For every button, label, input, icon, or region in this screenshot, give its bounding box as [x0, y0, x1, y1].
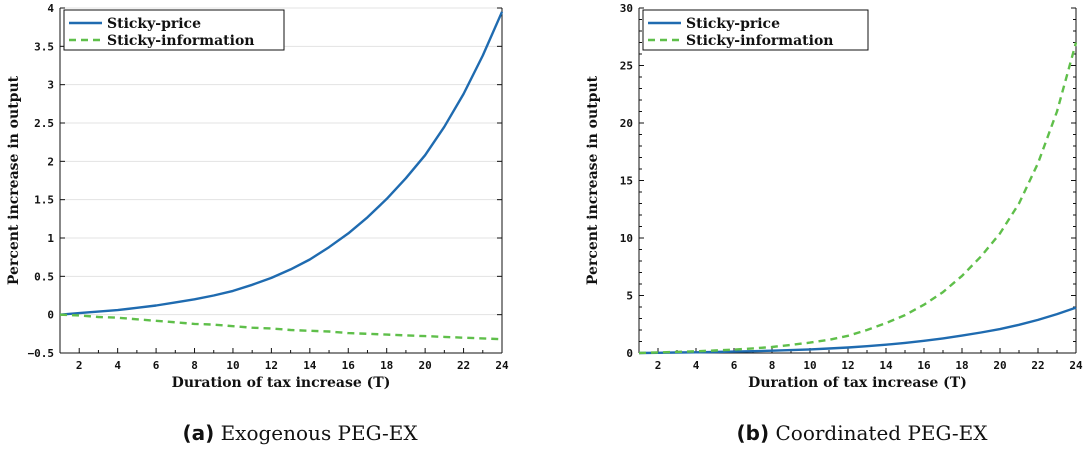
- y-tick-label: 1: [47, 232, 54, 245]
- x-axis-title: Duration of tax increase (T): [748, 375, 967, 391]
- y-axis-title: Percent increase in output: [585, 75, 601, 285]
- x-tick-label: 12: [265, 359, 278, 372]
- legend-box: [642, 9, 869, 51]
- y-tick-label: 2: [47, 155, 54, 168]
- x-tick-label: 8: [769, 359, 776, 372]
- x-tick-label: 14: [303, 359, 317, 372]
- x-tick-label: 24: [1069, 359, 1083, 372]
- x-tick-label: 16: [917, 359, 931, 372]
- x-tick-label: 6: [731, 359, 738, 372]
- y-tick-label: 5: [626, 290, 633, 303]
- x-tick-label: 10: [226, 359, 239, 372]
- x-tick-label: 18: [955, 359, 968, 372]
- x-tick-label: 22: [1031, 359, 1044, 372]
- x-tick-label: 8: [191, 359, 198, 372]
- series-line-sticky-information: [59, 313, 503, 341]
- x-tick-label: 6: [153, 359, 160, 372]
- x-tick-label: 22: [457, 359, 470, 372]
- figure-caption: (b) Coordinated PEG-EX: [737, 421, 989, 445]
- x-tick-label: 14: [879, 359, 893, 372]
- legend-label: Sticky-price: [107, 16, 201, 32]
- x-tick-label: 12: [841, 359, 854, 372]
- x-tick-label: 2: [76, 359, 83, 372]
- y-tick-label: −0.5: [28, 347, 55, 360]
- legend-box: [63, 9, 285, 51]
- caption-text: Exogenous PEG-EX: [214, 421, 418, 445]
- x-tick-label: 18: [380, 359, 393, 372]
- y-tick-label: 30: [620, 2, 633, 15]
- x-tick-label: 2: [655, 359, 662, 372]
- series-line-sticky-information: [638, 42, 1078, 355]
- series-line-sticky-price: [638, 306, 1077, 355]
- x-tick-label: 10: [803, 359, 816, 372]
- y-tick-label: 15: [620, 175, 633, 188]
- x-tick-label: 16: [342, 359, 356, 372]
- caption-tag: (a): [182, 421, 214, 445]
- legend-label: Sticky-information: [107, 33, 255, 49]
- y-tick-label: 3: [47, 79, 54, 92]
- y-tick-label: 0: [47, 309, 54, 322]
- caption-text: Coordinated PEG-EX: [769, 421, 988, 445]
- x-axis-title: Duration of tax increase (T): [172, 375, 391, 391]
- legend-label: Sticky-information: [686, 33, 834, 49]
- chart-exogenous: −0.500.511.522.533.542 4 6 8 10 12 14 16 18 20 22 2…: [6, 2, 509, 445]
- y-tick-label: 3.5: [34, 40, 54, 53]
- x-tick-label: 20: [419, 359, 432, 372]
- y-tick-label: 4: [47, 2, 54, 15]
- caption-tag: (b): [737, 421, 770, 445]
- series-line-sticky-price: [59, 11, 504, 316]
- x-tick-label: 4: [693, 359, 700, 372]
- y-tick-label: 25: [620, 60, 633, 73]
- x-tick-label: 4: [114, 359, 121, 372]
- legend-label: Sticky-price: [686, 16, 780, 32]
- y-tick-label: 10: [620, 232, 633, 245]
- x-tick-label: 24: [495, 359, 509, 372]
- y-axis-title: Percent increase in output: [6, 75, 22, 285]
- y-tick-label: 0: [626, 347, 633, 360]
- y-tick-label: 0.5: [34, 270, 54, 283]
- y-tick-label: 1.5: [34, 194, 54, 207]
- y-tick-label: 2.5: [34, 117, 54, 130]
- y-tick-label: 20: [620, 117, 633, 130]
- x-tick-label: 20: [993, 359, 1006, 372]
- figure-caption: (a) Exogenous PEG-EX: [182, 421, 418, 445]
